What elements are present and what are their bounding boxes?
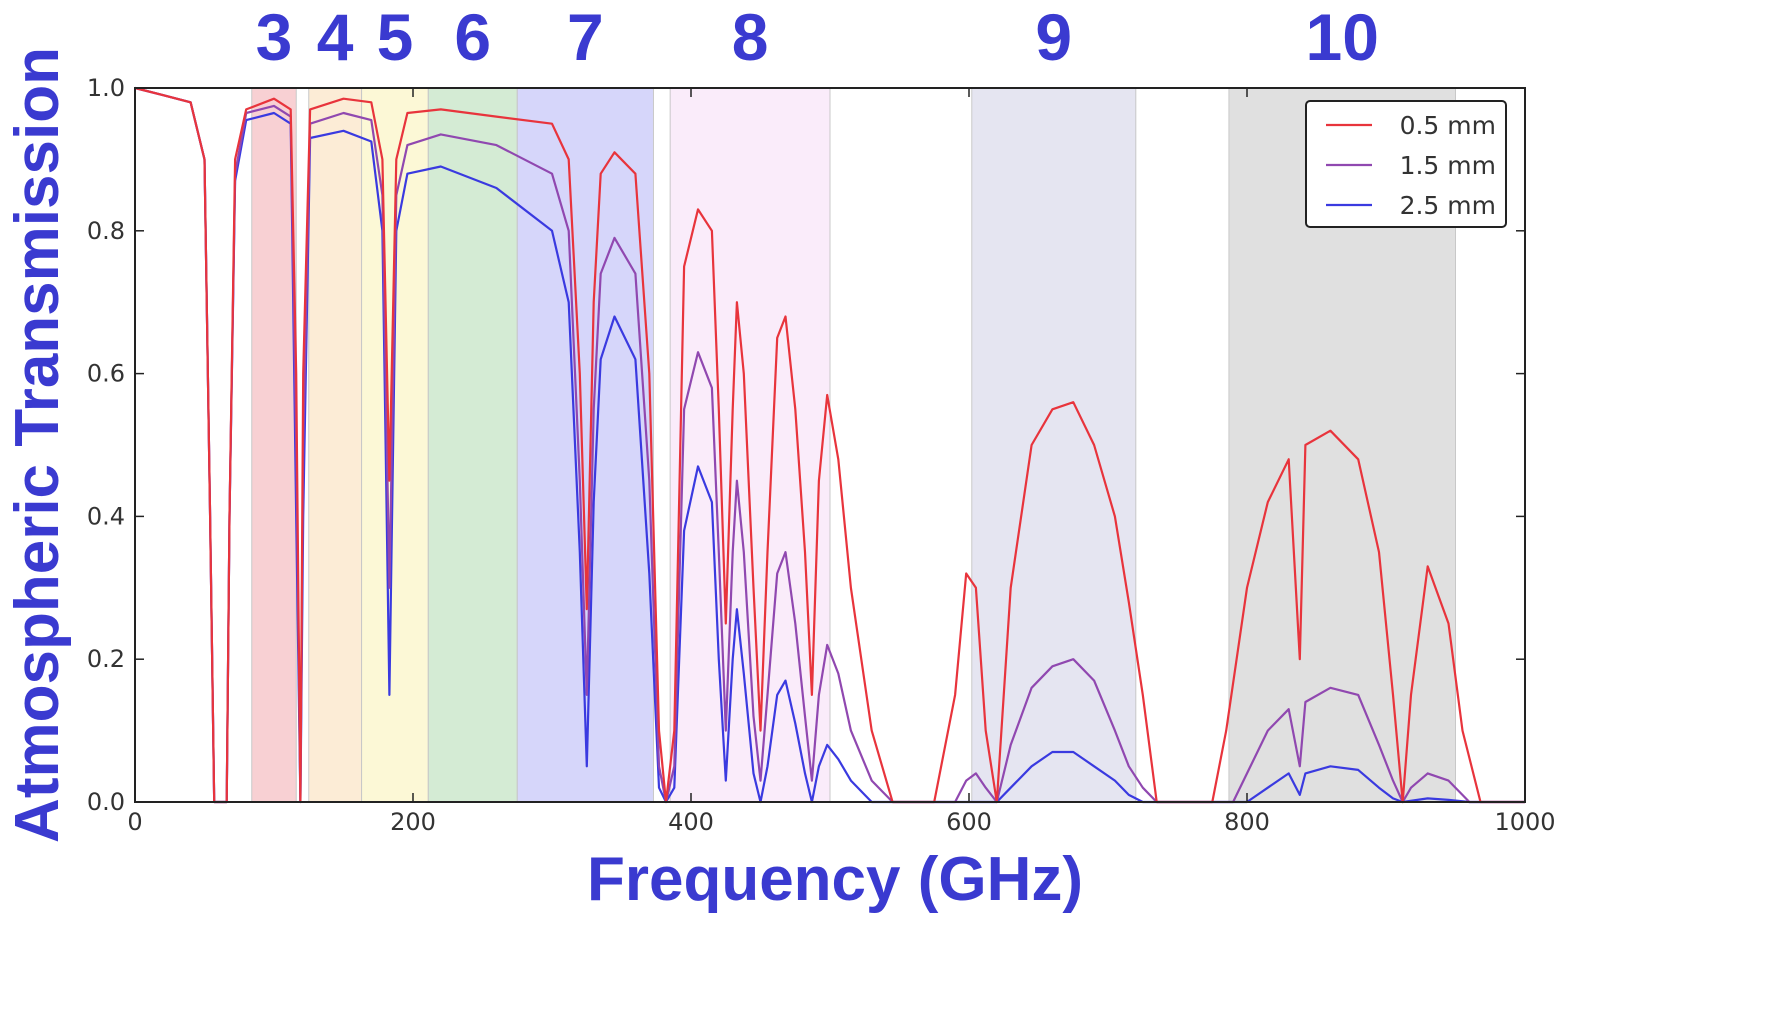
band-4-label: 4 <box>317 0 354 74</box>
plot-frame <box>134 87 1526 803</box>
legend-label: 0.5 mm <box>1400 111 1496 140</box>
series-line-1-5-mm <box>134 86 1525 804</box>
band-4-region <box>308 87 363 803</box>
band-6-region <box>427 87 518 803</box>
legend-label: 1.5 mm <box>1400 151 1496 180</box>
y-tick-label: 1.0 <box>87 74 125 102</box>
x-tick-label: 1000 <box>1494 808 1555 836</box>
legend-box <box>1305 100 1507 228</box>
band-9-label: 9 <box>1035 0 1072 74</box>
band-8-region <box>669 87 831 803</box>
band-3-region <box>251 87 297 803</box>
y-tick-label: 0.4 <box>87 502 125 530</box>
x-tick-label: 0 <box>127 808 142 836</box>
x-axis-title: Frequency (GHz) <box>587 845 1083 914</box>
y-axis-ticks: 0.0 0.2 0.4 0.6 0.8 1.0 <box>87 74 1525 816</box>
x-tick-label: 800 <box>1224 808 1270 836</box>
legend-label: 2.5 mm <box>1400 191 1496 220</box>
y-axis-title: Atmospheric Transmission <box>3 47 72 843</box>
receiver-bands <box>251 87 1457 803</box>
band-8-label: 8 <box>732 0 769 74</box>
band-3-label: 3 <box>256 0 293 74</box>
x-tick-label: 200 <box>390 808 436 836</box>
band-9-region <box>971 87 1137 803</box>
x-axis-ticks: 0 200 400 600 800 1000 <box>127 88 1556 836</box>
y-tick-label: 0.8 <box>87 217 125 245</box>
band-6-label: 6 <box>454 0 491 74</box>
x-tick-label: 600 <box>946 808 992 836</box>
band-10-label: 10 <box>1306 0 1379 74</box>
y-tick-label: 0.6 <box>87 360 125 388</box>
band-7-label: 7 <box>567 0 604 74</box>
y-tick-label: 0.2 <box>87 645 125 673</box>
y-tick-label: 0.0 <box>87 788 125 816</box>
x-tick-label: 400 <box>668 808 714 836</box>
series-line-0-5-mm <box>134 86 1525 804</box>
legend: 0.5 mm 1.5 mm 2.5 mm <box>1305 100 1507 228</box>
band-5-label: 5 <box>377 0 414 74</box>
band-labels: 3 4 5 6 7 8 9 10 <box>256 0 1379 74</box>
